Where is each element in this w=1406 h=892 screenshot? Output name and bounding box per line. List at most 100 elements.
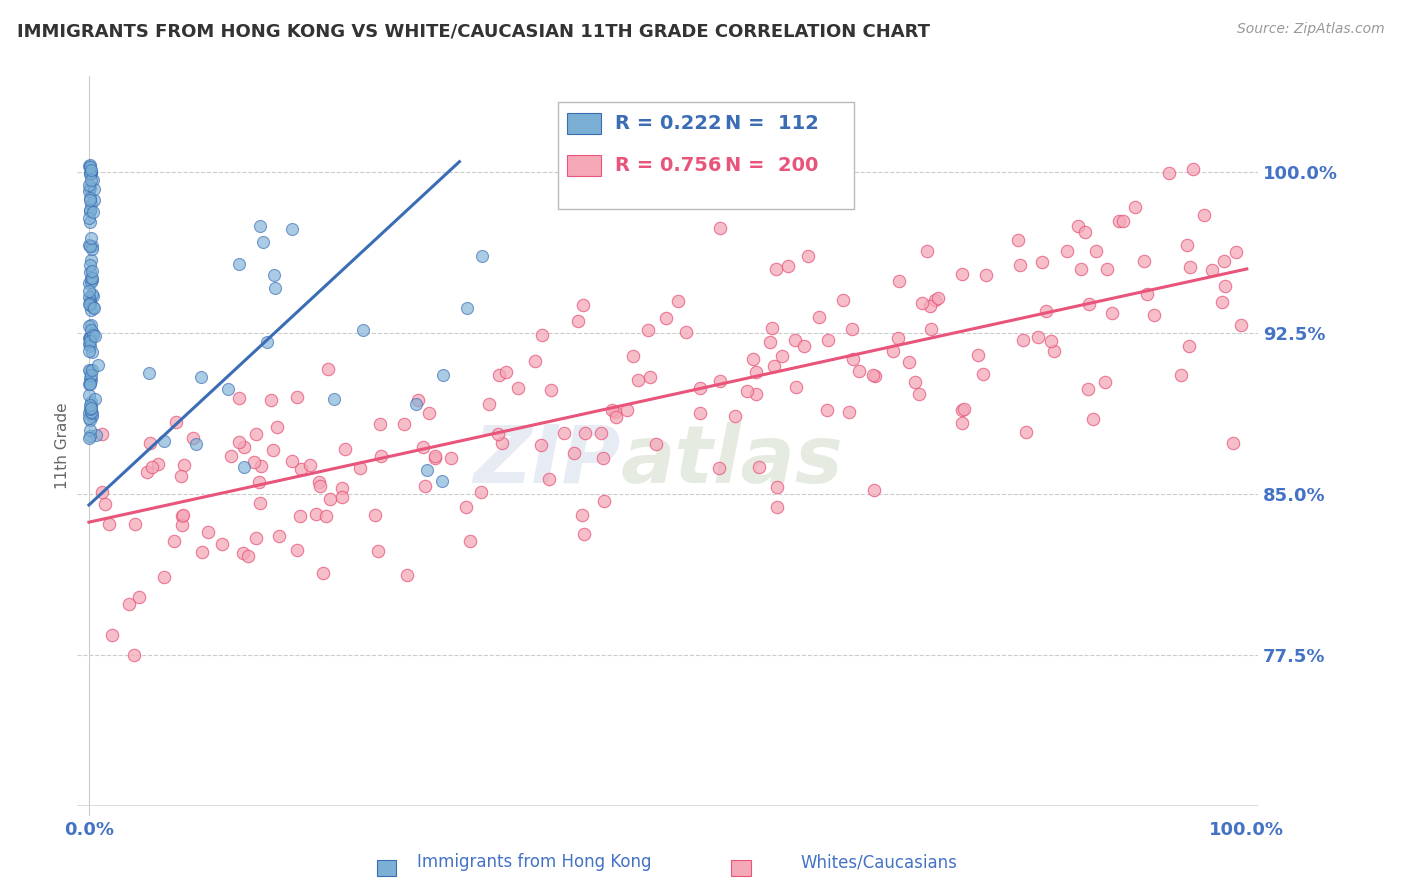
Point xyxy=(80,164,103,178)
Point xyxy=(80,303,103,318)
Point xyxy=(530,327,553,342)
Point xyxy=(80,286,103,301)
Point xyxy=(748,459,770,474)
Point xyxy=(709,374,731,388)
Point xyxy=(80,270,103,285)
Point xyxy=(79,165,101,179)
Point xyxy=(574,426,596,441)
Point xyxy=(79,295,101,310)
Text: Source: ZipAtlas.com: Source: ZipAtlas.com xyxy=(1237,22,1385,37)
Point xyxy=(80,318,103,333)
Point xyxy=(430,474,453,488)
Point xyxy=(77,297,100,311)
Point xyxy=(77,178,100,192)
Point xyxy=(80,409,103,423)
Point xyxy=(79,284,101,298)
Point xyxy=(256,334,278,349)
Point xyxy=(540,383,562,397)
Point xyxy=(745,365,768,379)
Point xyxy=(330,491,353,505)
Point xyxy=(322,392,344,407)
Point xyxy=(593,494,616,508)
Point xyxy=(83,301,105,315)
Point xyxy=(79,204,101,219)
Point xyxy=(950,403,973,417)
Point xyxy=(252,235,274,249)
Point xyxy=(79,265,101,279)
Point xyxy=(470,485,492,500)
Point xyxy=(924,293,946,307)
Point xyxy=(640,369,662,384)
Point xyxy=(1007,233,1029,247)
Point xyxy=(1222,436,1244,450)
Point xyxy=(529,438,551,452)
Point xyxy=(305,507,328,521)
Point xyxy=(538,471,561,485)
Point xyxy=(79,398,101,412)
Text: IMMIGRANTS FROM HONG KONG VS WHITE/CAUCASIAN 11TH GRADE CORRELATION CHART: IMMIGRANTS FROM HONG KONG VS WHITE/CAUCA… xyxy=(17,22,929,40)
Point xyxy=(920,299,942,313)
Point xyxy=(186,436,208,450)
Point xyxy=(616,402,638,417)
Point xyxy=(1143,308,1166,322)
Point xyxy=(82,327,104,342)
Text: ZIP: ZIP xyxy=(474,422,620,500)
Point xyxy=(737,384,759,399)
Point xyxy=(815,402,838,417)
Point xyxy=(80,239,103,253)
Point xyxy=(668,293,690,308)
Point xyxy=(79,181,101,195)
Point xyxy=(232,460,254,475)
Point xyxy=(79,423,101,437)
Point xyxy=(77,159,100,173)
Point xyxy=(920,322,942,336)
Point xyxy=(280,453,302,467)
Point xyxy=(80,163,103,178)
Point xyxy=(1056,244,1078,258)
Point xyxy=(82,326,104,340)
Point xyxy=(79,167,101,181)
Point xyxy=(838,405,860,419)
Point xyxy=(797,249,820,263)
Point xyxy=(80,368,103,383)
Point xyxy=(79,202,101,217)
Point xyxy=(953,401,976,416)
Point xyxy=(79,364,101,378)
Point xyxy=(425,450,447,464)
Point xyxy=(77,431,100,445)
Point xyxy=(228,258,250,272)
Point xyxy=(506,381,529,395)
Point xyxy=(817,333,839,347)
Point xyxy=(219,449,242,463)
Point xyxy=(80,253,103,268)
Point xyxy=(887,275,910,289)
Point xyxy=(623,349,645,363)
Point xyxy=(349,460,371,475)
Point xyxy=(976,268,998,282)
Point xyxy=(842,351,865,366)
Point xyxy=(675,326,697,340)
Point xyxy=(79,411,101,425)
Point xyxy=(79,373,101,387)
Point xyxy=(1081,411,1104,425)
Point xyxy=(79,239,101,253)
Point xyxy=(80,166,103,180)
Point xyxy=(1043,344,1066,359)
Point xyxy=(330,481,353,495)
Point xyxy=(153,570,176,584)
Point xyxy=(952,416,974,430)
Point xyxy=(247,475,270,489)
Point xyxy=(972,368,994,382)
Point xyxy=(572,298,595,312)
Point xyxy=(217,382,239,396)
Point xyxy=(190,369,212,384)
Point xyxy=(637,323,659,337)
Point xyxy=(644,437,666,451)
Bar xyxy=(568,155,600,176)
Point xyxy=(364,508,387,522)
Point xyxy=(406,392,429,407)
Point xyxy=(770,349,793,363)
Point xyxy=(79,157,101,171)
Point xyxy=(77,388,100,402)
Point xyxy=(308,475,330,489)
